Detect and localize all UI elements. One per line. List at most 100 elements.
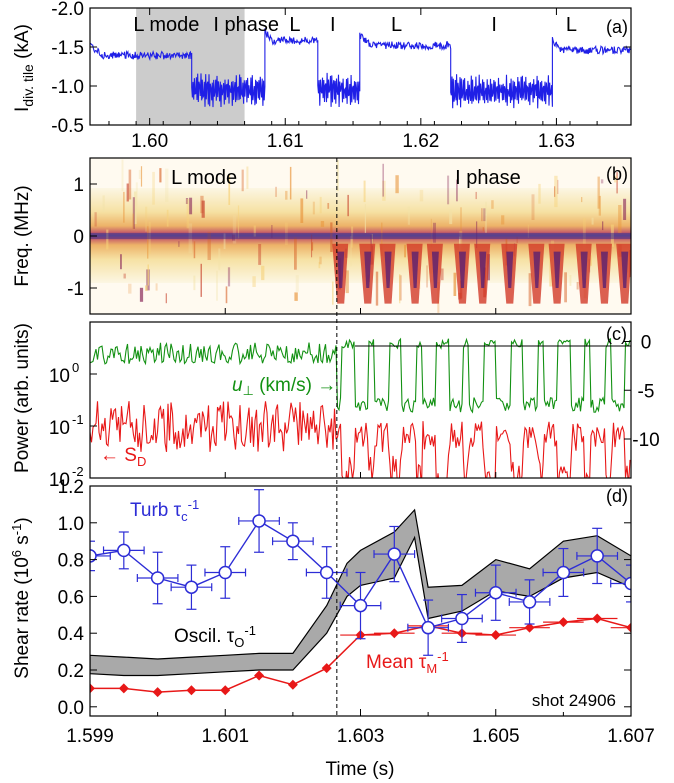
spectrogram-streak: [597, 176, 600, 209]
mean-point: [118, 683, 129, 694]
mean-point: [152, 687, 163, 698]
spectrogram-streak: [218, 248, 221, 271]
x-tick-label-a: 1.61: [267, 131, 304, 152]
turb-point: [319, 565, 334, 580]
spectrogram-streak: [319, 196, 322, 214]
turb-point: [117, 543, 131, 558]
series-label-oscil: Oscil. τO-1: [174, 623, 256, 650]
spectrogram-streak: [320, 221, 325, 227]
oscil-band: [90, 508, 631, 677]
spectrogram-streak: [491, 200, 494, 209]
turb-point: [590, 549, 604, 563]
spectrogram-streak: [564, 272, 567, 303]
spectrogram-streak: [616, 172, 618, 194]
burst-core: [384, 251, 392, 288]
turb-point: [522, 595, 537, 609]
y-tick-label-a: -1.5: [51, 38, 84, 59]
spectrogram-streak: [123, 191, 125, 223]
y-axis-label-d: Shear rate (106 s-1): [9, 517, 33, 678]
spectrogram-streak: [591, 217, 594, 225]
y-tick-label-d: 0.6: [58, 587, 84, 608]
spectrogram-streak: [554, 175, 558, 208]
annotation-a: L mode: [133, 14, 199, 36]
spectrogram-streak: [581, 197, 583, 203]
spectrogram-streak: [102, 195, 105, 212]
spectrogram-streak: [189, 197, 193, 215]
mean-point: [90, 683, 95, 694]
burst-core: [431, 251, 439, 288]
spectrogram-streak: [128, 169, 132, 200]
burst-core: [580, 251, 588, 288]
spectrogram-streak: [223, 233, 226, 250]
annotation-b: L mode: [171, 167, 237, 189]
x-tick-label-a: 1.62: [402, 131, 439, 152]
spectrogram-streak: [165, 168, 169, 203]
x-tick-label-d: 1.601: [201, 726, 249, 747]
spectrogram-streak: [453, 272, 457, 296]
spectrogram-streak: [538, 183, 541, 204]
spectrogram-streak: [484, 208, 488, 216]
spectrogram-streak: [475, 191, 477, 200]
spectrogram-streak: [285, 190, 288, 200]
spectrogram-streak: [145, 206, 148, 232]
panel-label-a: (a): [606, 17, 628, 37]
y-tick-label-b: 0: [73, 227, 84, 248]
spectrogram-streak: [407, 206, 410, 225]
spectrogram-streak: [294, 237, 297, 270]
y-tick-label-a: -0.5: [51, 116, 84, 137]
burst-core: [458, 251, 466, 288]
panel-a: 1.60 1.61 1.62 1.63 -2.0 -1.5 -1.0 -0.5 L mode I…: [12, 0, 632, 152]
spectrogram-streak: [531, 194, 535, 220]
spectrogram-streak: [128, 283, 132, 294]
mean-point: [626, 622, 631, 633]
turb-point: [150, 571, 165, 585]
y-tick-label-c-right: -5: [638, 381, 655, 402]
turb-point: [184, 580, 199, 594]
spectrogram-streak: [193, 241, 196, 259]
mean-point: [321, 663, 332, 674]
spectrogram-streak: [327, 203, 330, 209]
spectrogram-streak: [460, 207, 462, 233]
spectrogram-streak: [381, 222, 383, 257]
spectrogram-streak: [94, 212, 97, 227]
spectrogram-streak: [528, 273, 532, 307]
x-tick-label-d: 1.605: [472, 726, 520, 747]
annotation-a: I phase: [213, 14, 279, 36]
spectrogram-streak: [332, 281, 334, 305]
y-tick-label-d: 0.8: [58, 551, 84, 572]
spectrogram-streak: [253, 225, 256, 237]
spectrogram-streak: [375, 271, 379, 306]
x-tick-label-d: 1.603: [337, 726, 385, 747]
spectrogram-streak: [123, 273, 126, 279]
burst-core: [533, 251, 541, 288]
burst-core: [411, 251, 419, 288]
spectrogram-streak: [228, 173, 231, 205]
spectrogram-streak: [246, 166, 249, 189]
annotation-b: I phase: [455, 167, 521, 189]
turb-point: [252, 514, 266, 528]
spectrogram-streak: [138, 169, 141, 179]
spectrogram-streak: [350, 236, 352, 267]
y-tick-label-c: 10: [49, 470, 70, 491]
spectrogram-streak: [147, 226, 149, 259]
spectrogram-streak: [382, 163, 384, 197]
spectrogram-streak: [227, 267, 231, 287]
x-axis-label: Time (s): [326, 759, 395, 780]
spectrogram-streak: [132, 197, 135, 229]
turb-point: [353, 598, 368, 613]
annotations-b: L mode I phase: [171, 167, 521, 189]
spectrogram-streak: [501, 215, 505, 225]
y-tick-label-d: 1.2: [58, 477, 84, 498]
spectrogram-streak: [134, 191, 137, 225]
burst-core: [479, 251, 487, 288]
spectrogram-streak: [185, 198, 189, 204]
spectrogram-streak: [186, 199, 190, 229]
burst-core: [553, 251, 561, 288]
spectrogram-streak: [252, 276, 256, 287]
spectrogram-streak: [427, 271, 431, 281]
spectrogram-streak: [289, 166, 292, 200]
annotations-a: L mode I phase L I L I L: [133, 14, 577, 36]
y-tick-label-c: 10: [49, 418, 70, 439]
spectrogram-streak: [139, 287, 144, 302]
spectrogram-streak: [147, 264, 149, 286]
